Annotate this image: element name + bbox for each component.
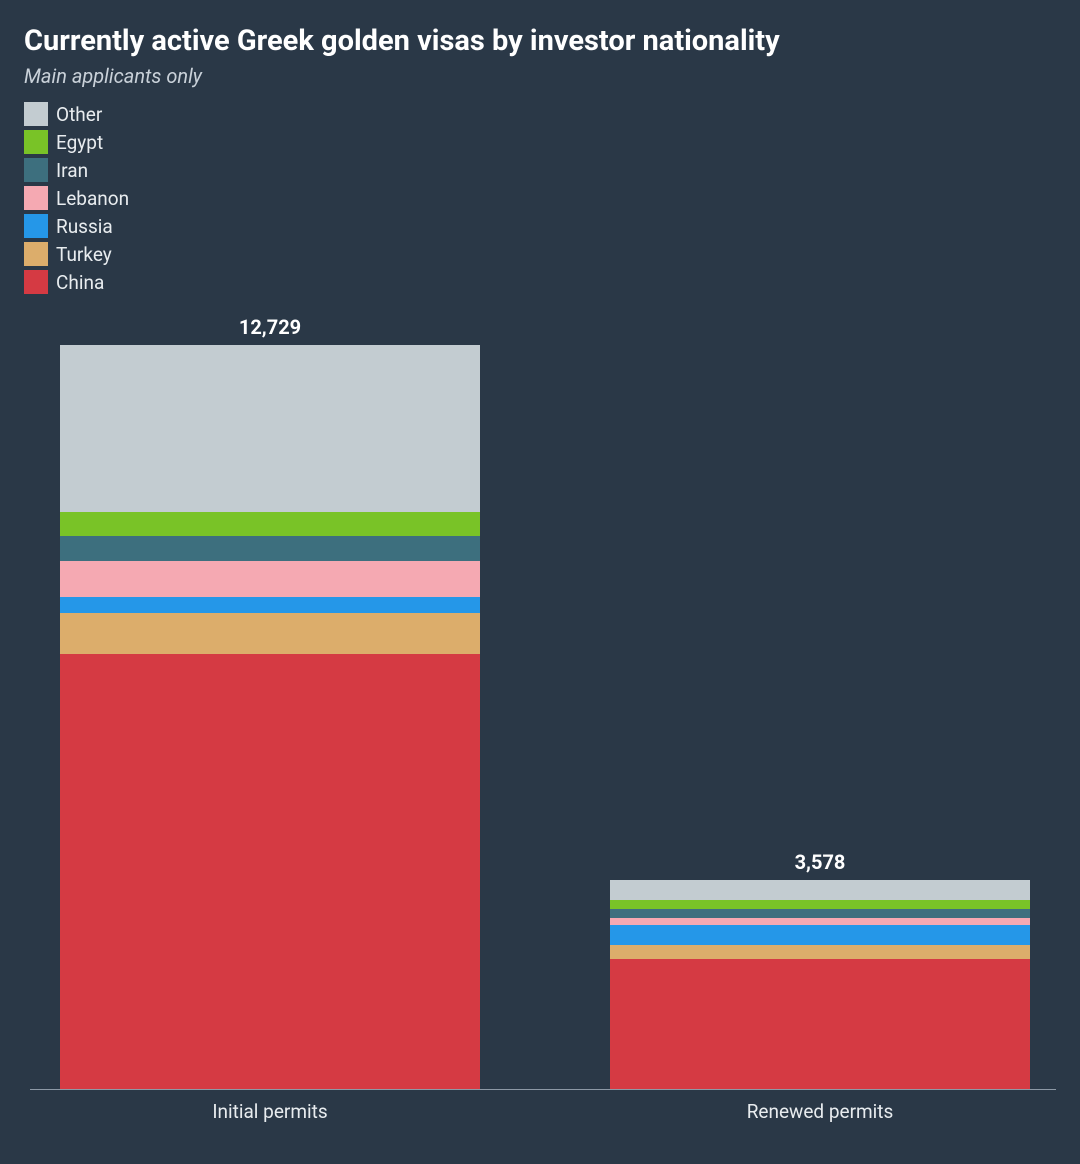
bar-segment bbox=[60, 345, 480, 512]
x-axis-label: Initial permits bbox=[60, 1100, 480, 1123]
legend-item: Turkey bbox=[24, 242, 1056, 266]
legend-label: Other bbox=[56, 103, 102, 126]
bar-total-label: 3,578 bbox=[795, 850, 846, 874]
bar-segment bbox=[60, 512, 480, 536]
bar-segment bbox=[610, 959, 1030, 1089]
legend-item: Russia bbox=[24, 214, 1056, 238]
chart-title: Currently active Greek golden visas by i… bbox=[24, 24, 1056, 58]
legend-swatch bbox=[24, 186, 48, 210]
bar-segment bbox=[610, 909, 1030, 918]
legend-label: China bbox=[56, 271, 104, 294]
bar-segment bbox=[60, 536, 480, 561]
legend-label: Iran bbox=[56, 159, 88, 182]
legend-label: Russia bbox=[56, 215, 113, 238]
bar-total-label: 12,729 bbox=[239, 315, 301, 339]
legend-item: Egypt bbox=[24, 130, 1056, 154]
x-axis-label: Renewed permits bbox=[610, 1100, 1030, 1123]
bar-stack bbox=[60, 345, 480, 1089]
legend-swatch bbox=[24, 102, 48, 126]
bar-segment bbox=[60, 597, 480, 613]
bar-stack bbox=[610, 880, 1030, 1089]
legend-swatch bbox=[24, 214, 48, 238]
legend-swatch bbox=[24, 158, 48, 182]
legend-item: Lebanon bbox=[24, 186, 1056, 210]
bar-segment bbox=[60, 654, 480, 1089]
bar-segment bbox=[60, 613, 480, 654]
bar-segment bbox=[610, 880, 1030, 900]
legend-label: Lebanon bbox=[56, 187, 129, 210]
legend-swatch bbox=[24, 270, 48, 294]
legend-item: Iran bbox=[24, 158, 1056, 182]
bar-column: 12,729 bbox=[60, 315, 480, 1089]
legend-item: China bbox=[24, 270, 1056, 294]
legend-label: Egypt bbox=[56, 131, 103, 154]
bar-segment bbox=[60, 561, 480, 597]
bar-segment bbox=[610, 900, 1030, 909]
legend-swatch bbox=[24, 242, 48, 266]
legend-item: Other bbox=[24, 102, 1056, 126]
chart-legend: Other Egypt Iran Lebanon Russia Turkey China bbox=[24, 102, 1056, 294]
bar-segment bbox=[610, 925, 1030, 945]
chart-plot-area: 12,7293,578 Initial permitsRenewed permi… bbox=[30, 320, 1056, 1123]
chart-subtitle: Main applicants only bbox=[24, 64, 1056, 88]
bar-column: 3,578 bbox=[610, 850, 1030, 1089]
legend-swatch bbox=[24, 130, 48, 154]
legend-label: Turkey bbox=[56, 243, 112, 266]
bar-segment bbox=[610, 945, 1030, 958]
